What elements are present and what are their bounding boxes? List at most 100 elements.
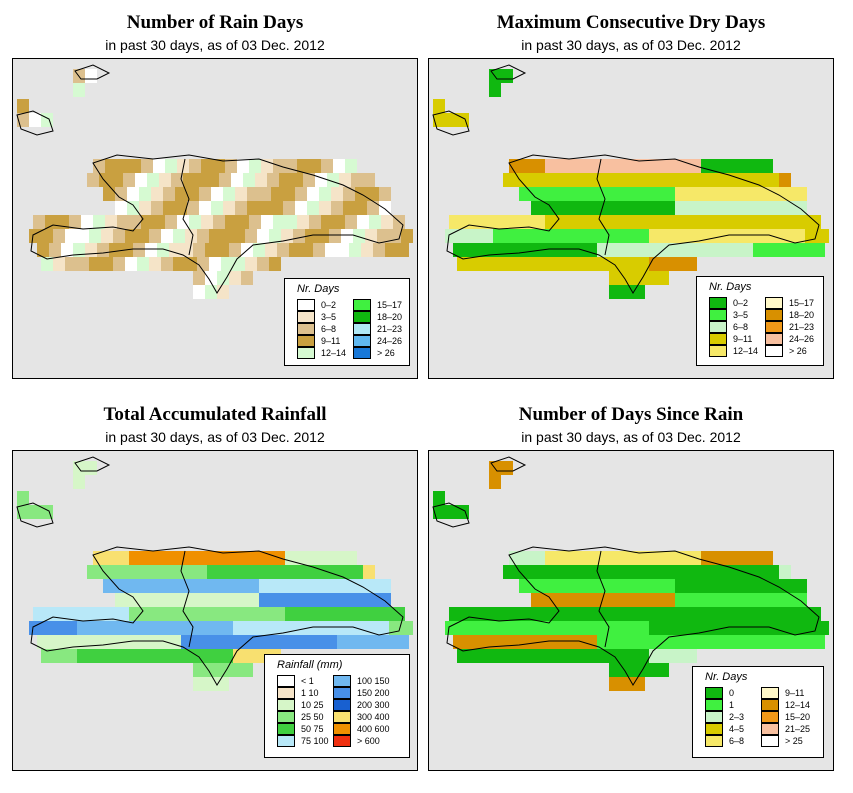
grid-cell xyxy=(159,565,171,579)
grid-cell xyxy=(737,551,749,565)
grid-cell xyxy=(677,551,689,565)
grid-cell xyxy=(603,579,615,593)
grid-cell xyxy=(147,565,159,579)
legend-swatch xyxy=(765,309,783,321)
grid-cell xyxy=(749,215,761,229)
grid-cell xyxy=(197,257,209,271)
grid-cell xyxy=(747,579,759,593)
legend-label: 200 300 xyxy=(357,700,390,710)
legend-label: > 600 xyxy=(357,736,380,746)
grid-cell xyxy=(783,187,795,201)
grid-cell xyxy=(217,677,229,691)
grid-cell xyxy=(285,215,297,229)
grid-cell xyxy=(41,621,53,635)
grid-cell xyxy=(639,187,651,201)
grid-cell xyxy=(609,271,621,285)
map-area[interactable] xyxy=(12,58,418,379)
grid-cell xyxy=(151,579,163,593)
legend-label: 300 400 xyxy=(357,712,390,722)
grid-cell xyxy=(101,649,113,663)
grid-cell xyxy=(769,621,781,635)
grid-cell xyxy=(753,243,765,257)
grid-cell xyxy=(133,243,145,257)
grid-cell xyxy=(139,201,151,215)
legend-label: 6–8 xyxy=(729,736,745,746)
grid-cell xyxy=(657,271,669,285)
grid-cell xyxy=(369,607,381,621)
grid-cell xyxy=(97,635,109,649)
grid-cell xyxy=(333,607,345,621)
grid-cell xyxy=(295,579,307,593)
grid-cell xyxy=(543,201,555,215)
grid-cell xyxy=(111,565,123,579)
grid-cell xyxy=(259,187,271,201)
grid-cell xyxy=(115,579,127,593)
grid-cell xyxy=(591,201,603,215)
grid-cell xyxy=(771,593,783,607)
grid-cell xyxy=(645,663,657,677)
grid-cell xyxy=(501,635,513,649)
grid-cell xyxy=(569,215,581,229)
grid-cell xyxy=(117,159,129,173)
grid-cell xyxy=(173,649,185,663)
grid-cell xyxy=(449,607,461,621)
grid-cell xyxy=(533,215,545,229)
grid-cell xyxy=(551,173,563,187)
grid-cell xyxy=(457,621,469,635)
grid-cell xyxy=(653,551,665,565)
grid-cell xyxy=(235,187,247,201)
grid-cell xyxy=(649,257,661,271)
grid-cell xyxy=(693,243,705,257)
legend-label: 3–5 xyxy=(321,312,337,322)
grid-cell xyxy=(541,649,553,663)
grid-cell xyxy=(615,187,627,201)
grid-cell xyxy=(53,621,65,635)
grid-cell xyxy=(291,173,303,187)
grid-cell xyxy=(313,635,325,649)
legend-label: > 25 xyxy=(785,736,803,746)
grid-cell xyxy=(541,621,553,635)
legend-swatch xyxy=(353,323,371,335)
grid-cell xyxy=(213,159,225,173)
grid-cell xyxy=(357,607,369,621)
grid-cell xyxy=(53,257,65,271)
grid-cell xyxy=(279,565,291,579)
legend-label: 100 150 xyxy=(357,676,390,686)
grid-cell xyxy=(343,593,355,607)
grid-cell xyxy=(309,551,321,565)
grid-cell xyxy=(725,215,737,229)
grid-cell xyxy=(531,579,543,593)
grid-cell xyxy=(343,201,355,215)
grid-cell xyxy=(445,113,457,127)
legend-swatch xyxy=(277,723,295,735)
grid-cell xyxy=(89,257,101,271)
grid-cell xyxy=(553,621,565,635)
grid-cell xyxy=(161,649,173,663)
grid-cell xyxy=(557,215,569,229)
legend-label: 18–20 xyxy=(789,310,815,320)
grid-cell xyxy=(647,173,659,187)
grid-cell xyxy=(585,243,597,257)
grid-cell xyxy=(785,215,797,229)
legend-swatch xyxy=(761,723,779,735)
grid-cell xyxy=(677,607,689,621)
grid-cell xyxy=(731,565,743,579)
grid-cell xyxy=(469,229,481,243)
grid-cell xyxy=(493,621,505,635)
grid-cell xyxy=(713,551,725,565)
grid-cell xyxy=(379,579,391,593)
grid-cell xyxy=(327,565,339,579)
grid-cell xyxy=(737,215,749,229)
grid-cell xyxy=(651,201,663,215)
map-area[interactable] xyxy=(428,58,834,379)
grid-cell xyxy=(579,201,591,215)
grid-cell xyxy=(743,565,755,579)
grid-cell xyxy=(123,173,135,187)
grid-cell xyxy=(801,635,813,649)
grid-cell xyxy=(723,187,735,201)
legend-label: > 26 xyxy=(789,346,807,356)
grid-cell xyxy=(343,579,355,593)
grid-cell xyxy=(581,159,593,173)
grid-cell xyxy=(325,635,337,649)
grid-cell xyxy=(141,607,153,621)
